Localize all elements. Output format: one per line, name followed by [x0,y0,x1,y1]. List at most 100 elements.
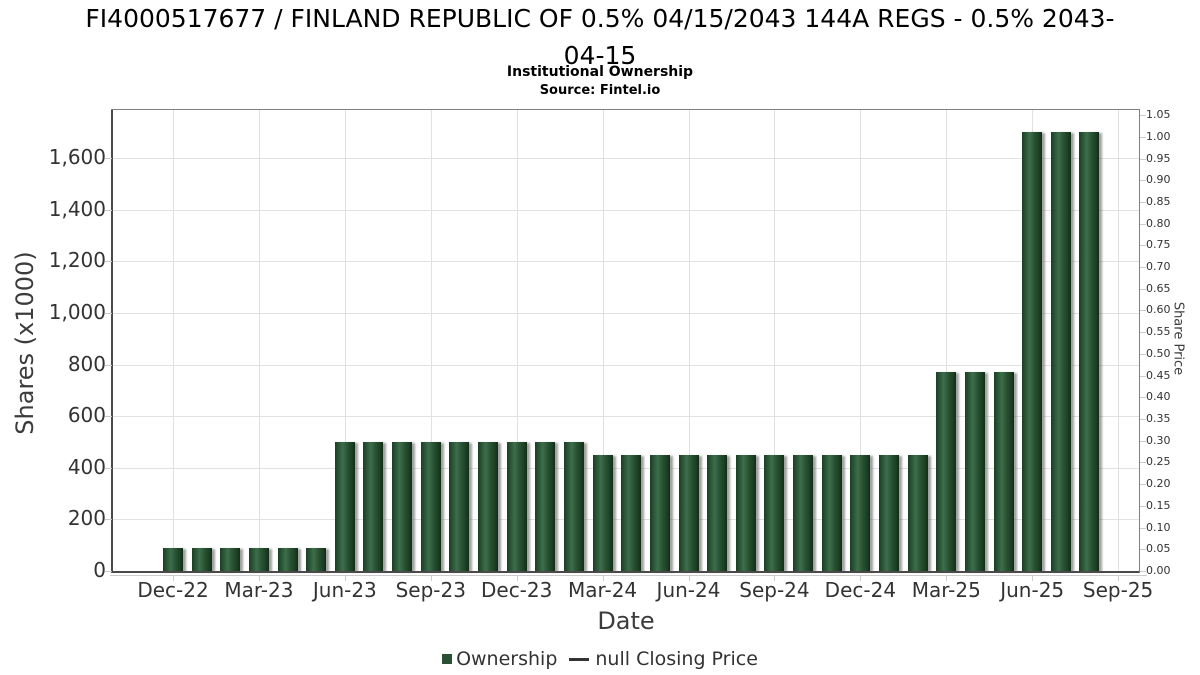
right-axis-tick [1140,115,1146,116]
x-axis-tick-label: Dec-24 [824,578,897,602]
x-axis-tick [1118,575,1119,581]
ownership-bar[interactable] [822,455,842,571]
right-axis-tick-label: 0.15 [1146,498,1171,512]
right-axis-tick [1140,397,1146,398]
ownership-bar[interactable] [679,455,699,571]
right-axis-tick [1140,506,1146,507]
ownership-bar[interactable] [507,442,527,571]
right-axis-tick-label: 1.05 [1146,108,1171,122]
ownership-bar[interactable] [850,455,870,571]
h-gridline [113,158,1139,159]
ownership-bar[interactable] [392,442,412,571]
x-axis-tick [603,575,604,581]
v-gridline [517,110,518,571]
right-axis-tick [1140,289,1146,290]
right-axis-tick-label: 0.35 [1146,412,1171,426]
ownership-bar[interactable] [793,455,813,571]
ownership-bar[interactable] [1079,132,1099,571]
x-axis-tick [946,575,947,581]
ownership-bar[interactable] [965,372,985,571]
x-axis-tick-label: Mar-23 [224,578,294,602]
h-gridline [113,209,1139,211]
v-gridline [603,110,604,571]
ownership-bar[interactable] [220,548,240,571]
top-plot-border [111,109,1140,110]
right-axis-tick [1140,159,1146,160]
right-axis-tick-label: 0.50 [1146,346,1171,360]
x-axis-tick-label: Sep-25 [1082,578,1154,602]
right-axis-tick [1140,332,1146,333]
x-axis-tick [259,575,260,581]
right-axis-tick [1140,549,1146,550]
ownership-bar[interactable] [879,455,899,571]
right-axis-tick-label: 0.25 [1146,455,1171,469]
right-axis-tick-label: 0.05 [1146,542,1171,556]
y-axis-tick [105,571,112,572]
legend-ownership-label: Ownership [456,648,558,670]
right-axis-tick [1140,376,1146,377]
y-axis-tick-label: 1,000 [48,299,106,324]
x-axis-tick-label: Dec-22 [137,578,209,602]
ownership-bar[interactable] [650,455,670,571]
ownership-bar[interactable] [621,455,641,571]
ownership-bar[interactable] [764,455,784,571]
chart-title-line2: 04-15 [563,41,637,70]
x-axis-tick [517,575,518,581]
v-gridline [860,110,861,571]
ownership-bar[interactable] [163,548,183,571]
right-axis-tick [1140,180,1146,181]
legend-price-label: null Closing Price [595,648,758,670]
right-axis-tick [1140,441,1146,442]
right-axis-title: Share Price [1170,301,1186,376]
ownership-bar[interactable] [192,548,212,571]
ownership-bar[interactable] [306,548,326,571]
v-gridline [173,110,174,571]
right-axis-tick [1140,245,1146,246]
ownership-bar[interactable] [421,442,441,571]
ownership-bar[interactable] [249,548,269,571]
x-axis-tick-label: Sep-24 [739,578,810,602]
ownership-bar[interactable] [994,372,1014,571]
y-axis-tick [105,312,112,314]
ownership-bar[interactable] [478,442,498,571]
ownership-bar[interactable] [363,442,383,571]
x-axis-tick-label: Jun-24 [656,578,721,602]
y-axis-tick [105,364,112,366]
right-axis-tick-label: 1.00 [1146,129,1171,143]
right-plot-border [1139,109,1140,573]
v-gridline [1118,110,1119,571]
h-gridline [113,416,1139,418]
legend-item-ownership[interactable]: Ownership [442,648,557,670]
right-axis-tick [1140,310,1146,311]
legend-item-closing-price[interactable]: null Closing Price [569,648,758,670]
ownership-bar[interactable] [1051,132,1071,571]
ownership-bar[interactable] [335,442,355,571]
h-gridline [113,261,1139,263]
ownership-bar[interactable] [908,455,928,571]
ownership-bar[interactable] [278,548,298,571]
x-axis-tick-label: Dec-23 [480,578,553,602]
ownership-bar[interactable] [449,442,469,571]
y-axis-tick-label: 400 [67,454,106,479]
right-axis-tick-label: 0.40 [1146,390,1171,404]
plot-area [113,110,1139,571]
y-axis-tick [105,261,112,263]
chart-subtitle: Institutional Ownership [506,64,694,80]
ownership-bar[interactable] [593,455,613,571]
x-axis-title: Date [597,607,655,635]
x-axis-tick-label: Jun-25 [1000,578,1065,602]
ownership-bar[interactable] [564,442,584,571]
chart-source: Source: Fintel.io [539,83,661,98]
x-axis-tick [689,575,690,581]
ownership-bar[interactable] [936,372,956,571]
x-axis-tick-label: Jun-23 [312,578,377,602]
v-gridline [345,110,346,571]
ownership-bar[interactable] [1022,132,1042,571]
ownership-bar[interactable] [535,442,555,571]
ownership-bar[interactable] [736,455,756,571]
y-axis-tick [105,209,112,211]
right-axis-tick-label: 0.20 [1146,477,1171,491]
right-axis-tick-label: 0.30 [1146,433,1171,447]
ownership-bar[interactable] [707,455,727,571]
right-axis-tick-label: 0.00 [1146,564,1171,577]
